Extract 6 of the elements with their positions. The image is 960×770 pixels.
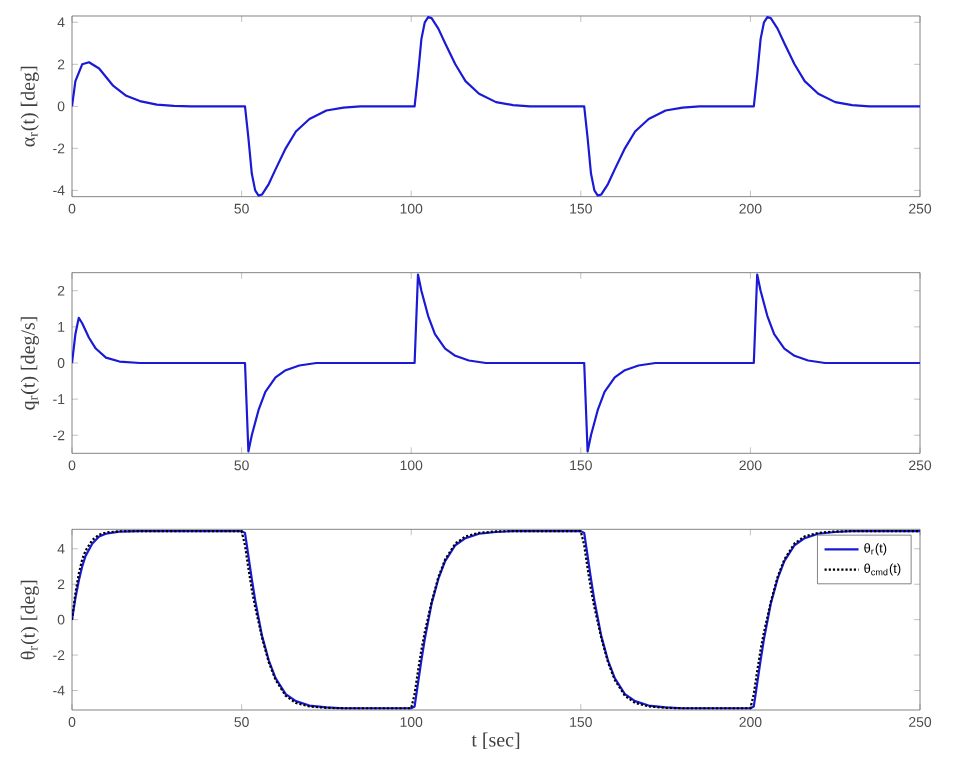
line-series	[72, 273, 921, 453]
x-axis-title: t [sec]	[471, 732, 520, 750]
line-series	[72, 15, 921, 197]
y-axis-title: q$_{r}$(t) [deg/s]	[20, 317, 39, 410]
y-axis-title: α$_{r}$(t) [deg]	[20, 66, 39, 147]
y-axis-title: θ$_{r}$(t) [deg]	[20, 580, 39, 660]
